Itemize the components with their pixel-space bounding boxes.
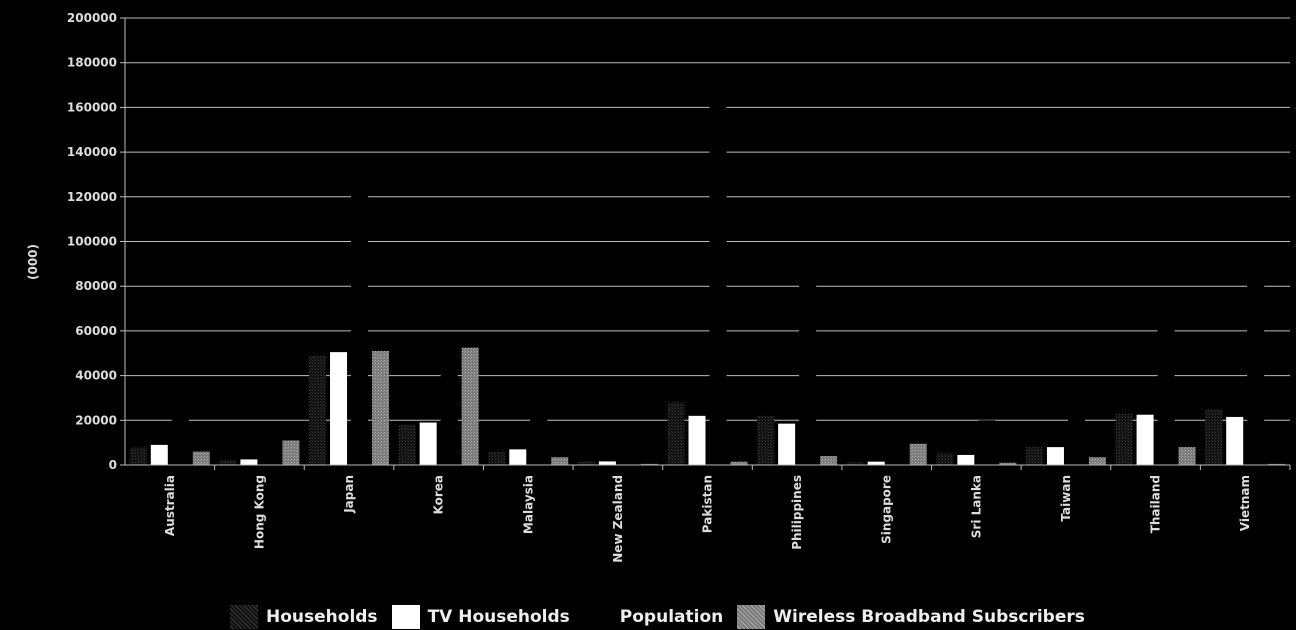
bar-households xyxy=(936,453,954,465)
y-tick-label: 180000 xyxy=(67,56,117,70)
bar-population xyxy=(619,455,637,465)
bar-tv-households xyxy=(867,461,885,465)
bar-population xyxy=(709,93,727,466)
legend-swatch xyxy=(230,605,258,629)
y-tick-label: 200000 xyxy=(67,11,117,25)
bar-households xyxy=(129,447,147,465)
category-label: Malaysia xyxy=(521,475,535,534)
bar-tv-households xyxy=(957,454,975,465)
category-label: Sri Lanka xyxy=(969,475,983,538)
bar-tv-households xyxy=(688,415,706,465)
y-tick-label: 0 xyxy=(109,458,117,472)
bar-tv-households xyxy=(1226,416,1244,465)
bar-wireless-broadband-subscribers xyxy=(730,461,748,465)
category-label: Vietnam xyxy=(1238,475,1252,531)
category-label: New Zealand xyxy=(611,475,625,563)
y-tick-label: 120000 xyxy=(67,190,117,204)
bar-households xyxy=(1115,413,1133,465)
y-tick-label: 140000 xyxy=(67,145,117,159)
category-label: Pakistan xyxy=(701,475,715,533)
bar-wireless-broadband-subscribers xyxy=(999,462,1017,465)
bar-population xyxy=(1067,413,1085,465)
bar-wireless-broadband-subscribers xyxy=(282,440,300,465)
bar-tv-households xyxy=(509,449,527,465)
bar-wireless-broadband-subscribers xyxy=(192,451,210,465)
bar-households xyxy=(1205,409,1223,465)
bar-tv-households xyxy=(419,422,437,465)
bar-wireless-broadband-subscribers xyxy=(461,347,479,465)
bar-wireless-broadband-subscribers xyxy=(551,457,569,465)
y-tick-label: 100000 xyxy=(67,235,117,249)
bar-wireless-broadband-subscribers xyxy=(640,463,658,465)
x-axis: Australia Hong Kong Japan Korea Malaysia New … xyxy=(125,464,1291,563)
bar-wireless-broadband-subscribers xyxy=(909,443,927,465)
bar-tv-households xyxy=(778,423,796,465)
legend-swatch xyxy=(391,605,420,629)
legend-label: Wireless Broadband Subscribers xyxy=(773,607,1085,627)
category-label: Korea xyxy=(432,475,446,515)
bar-households xyxy=(488,451,506,465)
y-tick-label: 80000 xyxy=(75,279,117,293)
bar-tv-households xyxy=(150,444,168,465)
legend-label: Population xyxy=(619,607,724,627)
bar-wireless-broadband-subscribers xyxy=(1088,457,1106,465)
bar-households xyxy=(309,355,327,465)
y-tick-label: 40000 xyxy=(75,369,117,383)
category-label: Philippines xyxy=(790,475,804,550)
legend-item: Population xyxy=(583,605,724,629)
bar-households xyxy=(577,461,595,465)
bar-population xyxy=(1247,275,1265,465)
bar-population xyxy=(440,356,458,465)
y-axis: 0 20000 40000 60000 80000 100000 120000 140000 1… xyxy=(67,11,126,472)
bar-wireless-broadband-subscribers xyxy=(1268,463,1286,465)
legend-item: Wireless Broadband Subscribers xyxy=(737,605,1085,629)
legend-label: TV Households xyxy=(427,607,570,627)
category-label: Singapore xyxy=(880,475,894,544)
bar-population xyxy=(171,418,189,465)
bar-tv-households xyxy=(1046,447,1064,465)
bar-population xyxy=(888,454,906,465)
bar-tv-households xyxy=(1136,414,1154,465)
bar-population xyxy=(530,404,548,465)
grid-lines xyxy=(125,17,1290,466)
bar-households xyxy=(219,459,237,465)
legend-item: Households xyxy=(230,605,378,629)
category-label: Taiwan xyxy=(1059,475,1073,522)
bar-population xyxy=(978,420,996,465)
chart: 0 20000 40000 60000 80000 100000 120000 140000 1… xyxy=(26,11,1291,563)
legend-swatch xyxy=(583,605,612,629)
legend: Households TV Households Population Wireles… xyxy=(230,604,1085,630)
bar-households xyxy=(398,424,416,465)
y-tick-label: 20000 xyxy=(75,413,117,427)
category-label: Thailand xyxy=(1149,475,1163,533)
bar-wireless-broadband-subscribers xyxy=(820,456,838,465)
bar-tv-households xyxy=(598,461,616,465)
bar-tv-households xyxy=(330,352,348,465)
bar-population xyxy=(261,449,279,465)
y-axis-label: (000) xyxy=(26,244,40,280)
bar-households xyxy=(846,462,864,465)
bar-households xyxy=(667,402,685,465)
bar-households xyxy=(757,415,775,465)
category-label: Australia xyxy=(163,475,177,536)
legend-label: Households xyxy=(266,607,378,627)
legend-swatch xyxy=(737,605,766,629)
y-tick-label: 60000 xyxy=(75,324,117,338)
category-label: Japan xyxy=(342,475,356,514)
y-tick-label: 160000 xyxy=(67,100,117,114)
bar-households xyxy=(1025,447,1043,465)
bar-population xyxy=(351,178,369,466)
bar-population xyxy=(1157,321,1175,465)
bar-wireless-broadband-subscribers xyxy=(372,351,390,465)
category-label: Hong Kong xyxy=(252,475,266,549)
bar-population xyxy=(799,268,817,465)
bars xyxy=(129,93,1286,466)
bar-tv-households xyxy=(240,459,258,465)
legend-item: TV Households xyxy=(391,605,570,629)
bar-wireless-broadband-subscribers xyxy=(1178,447,1196,465)
